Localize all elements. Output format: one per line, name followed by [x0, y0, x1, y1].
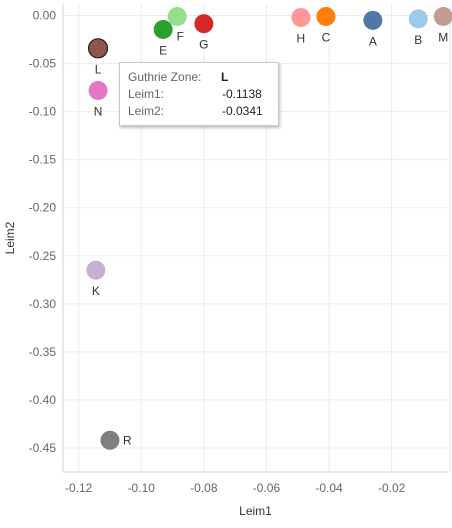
- data-point-k[interactable]: [86, 261, 105, 280]
- data-point-a[interactable]: [363, 11, 382, 30]
- tooltip-leim1-label: Leim1:: [128, 86, 164, 103]
- data-point-h[interactable]: [291, 8, 310, 27]
- y-tick-label: -0.40: [29, 393, 57, 407]
- x-tick-label: -0.08: [190, 481, 218, 495]
- data-point-b[interactable]: [409, 9, 428, 28]
- data-point-label: L: [95, 62, 102, 76]
- y-tick-label: -0.35: [29, 345, 57, 359]
- tooltip-zone-value: L: [221, 69, 228, 86]
- data-point-label: A: [369, 34, 377, 48]
- y-tick-label: -0.25: [29, 249, 57, 263]
- y-axis-title: Leim2: [3, 221, 17, 254]
- x-tick-label: -0.02: [378, 481, 406, 495]
- tooltip-leim1-row: Leim1: -0.1138: [128, 86, 270, 103]
- y-tick-label: -0.45: [29, 441, 57, 455]
- data-point-l[interactable]: [89, 39, 108, 58]
- x-axis-title: Leim1: [239, 504, 272, 518]
- x-axis-ticks: -0.12 -0.10 -0.08 -0.06 -0.04 -0.02: [65, 481, 406, 495]
- data-point-label: R: [123, 433, 132, 447]
- tooltip-zone-label: Guthrie Zone:: [128, 69, 201, 86]
- x-tick-label: -0.10: [128, 481, 156, 495]
- data-point-label: B: [414, 33, 422, 47]
- y-tick-label: -0.30: [29, 297, 57, 311]
- tooltip-zone-row: Guthrie Zone: L: [128, 69, 270, 86]
- data-point-label: C: [322, 30, 331, 44]
- tooltip-leim2-label: Leim2:: [128, 103, 164, 120]
- data-point-label: N: [94, 104, 103, 118]
- tooltip: Guthrie Zone: L Leim1: -0.1138 Leim2: -0…: [119, 62, 279, 126]
- y-tick-label: -0.10: [29, 105, 57, 119]
- x-tick-label: -0.12: [65, 481, 93, 495]
- data-point-f[interactable]: [168, 7, 187, 26]
- tooltip-leim1-value: -0.1138: [222, 86, 254, 103]
- y-tick-label: 0.00: [33, 9, 57, 23]
- data-point-label: E: [159, 43, 167, 57]
- tooltip-leim2-value: -0.0341: [222, 103, 254, 120]
- data-point-m[interactable]: [434, 7, 452, 26]
- data-point-r[interactable]: [100, 431, 119, 450]
- y-tick-label: -0.20: [29, 201, 57, 215]
- y-axis-ticks: 0.00 -0.05 -0.10 -0.15 -0.20 -0.25 -0.30 -0.35 -…: [29, 9, 57, 455]
- x-tick-label: -0.06: [253, 481, 281, 495]
- data-point-label: K: [92, 284, 100, 298]
- data-point-label: M: [438, 30, 448, 44]
- x-tick-label: -0.04: [315, 481, 343, 495]
- y-tick-label: -0.15: [29, 153, 57, 167]
- tooltip-leim2-row: Leim2: -0.0341: [128, 103, 270, 120]
- data-point-n[interactable]: [89, 81, 108, 100]
- data-point-label: G: [199, 38, 208, 52]
- data-point-g[interactable]: [194, 14, 213, 33]
- y-tick-label: -0.05: [29, 57, 57, 71]
- data-point-e[interactable]: [154, 20, 173, 39]
- data-point-label: F: [177, 29, 184, 43]
- data-point-c[interactable]: [316, 7, 335, 26]
- data-point-label: H: [297, 31, 306, 45]
